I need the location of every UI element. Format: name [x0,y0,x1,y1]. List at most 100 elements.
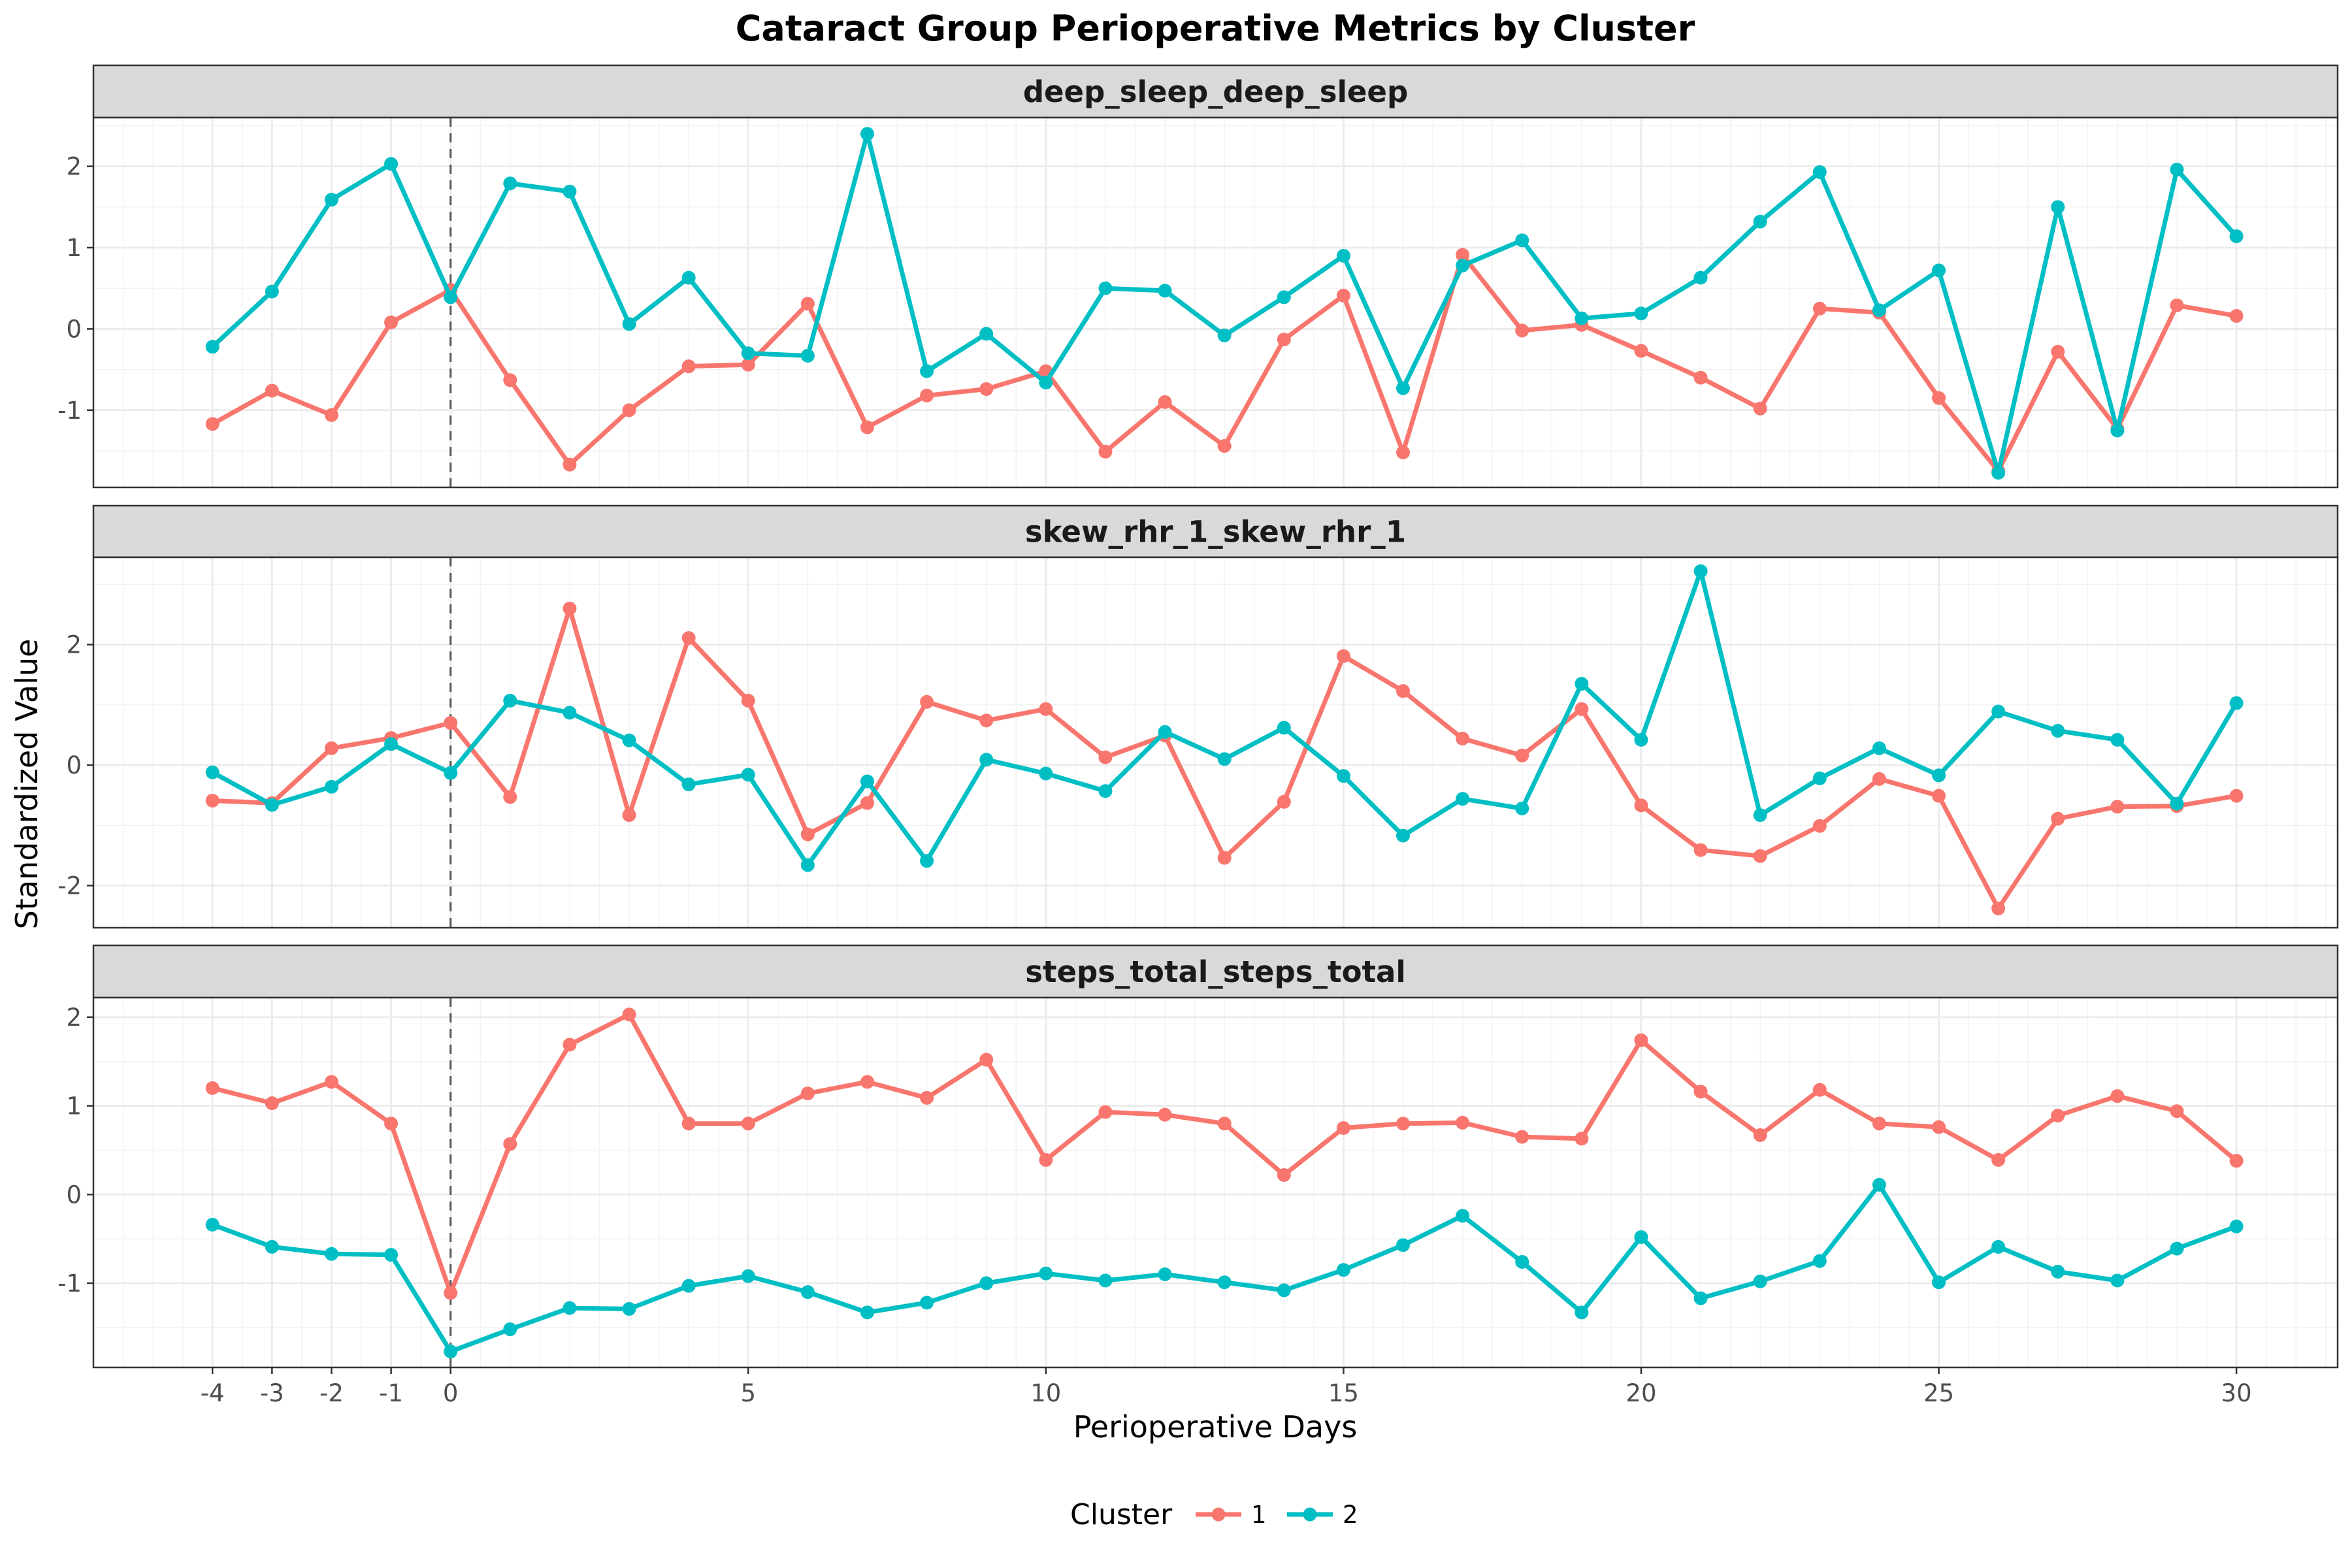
data-point [503,373,517,387]
data-point [444,290,458,304]
y-tick-label: 2 [66,1004,82,1032]
data-point [1277,1168,1291,1182]
data-point [2051,1109,2065,1123]
data-point [1396,828,1411,843]
y-tick-label: 0 [66,315,82,343]
data-point [1515,748,1529,762]
data-point [1932,768,1946,783]
data-point [1098,281,1113,295]
data-point [622,317,636,331]
data-point [1158,395,1172,409]
data-point [1812,819,1827,833]
data-point [1336,248,1350,263]
chart-title: Cataract Group Perioperative Metrics by … [736,8,1695,49]
data-point [563,1037,577,1052]
y-axis: -1 0 1 2 [57,153,93,425]
data-point [2051,811,2065,826]
x-tick-label: 0 [443,1379,459,1407]
facet-strip [92,944,2339,999]
data-point [2229,696,2244,710]
data-point [1396,1238,1411,1252]
data-point [1812,301,1827,316]
data-point [205,340,220,354]
data-point [1693,270,1708,285]
data-point [2110,800,2125,814]
data-point [503,1322,517,1337]
data-point [1575,1305,1589,1320]
data-point [563,706,577,720]
data-point [1277,794,1291,809]
data-point [1456,258,1470,272]
data-point [265,1096,279,1111]
x-tick-label: 15 [1328,1379,1359,1407]
data-point [324,1075,338,1089]
facet-steps_total_steps_total: steps_total_steps_total -1 0 1 2 [57,944,2339,1369]
data-point [1753,401,1767,416]
data-point [979,327,994,341]
data-point [681,270,696,285]
data-point [265,798,279,812]
x-axis-title: Perioperative Days [1073,1409,1358,1445]
data-point [1991,1239,2006,1254]
y-tick-label: 0 [66,1181,82,1209]
data-point [622,1007,636,1022]
data-point [1515,801,1529,815]
data-point [1158,725,1172,739]
data-point [2110,732,2125,747]
data-point [741,693,755,708]
data-point [681,631,696,645]
y-axis: -1 0 1 2 [57,1004,93,1298]
data-point [2051,1264,2065,1279]
data-point [1515,233,1529,248]
data-point [1991,1152,2006,1167]
data-point [920,854,934,868]
data-point [384,737,399,751]
data-point [1039,1152,1053,1167]
facet-deep_sleep_deep_sleep: deep_sleep_deep_sleep -1 0 1 2 [57,64,2339,489]
series-1 [205,1007,2244,1300]
series-2 [205,1177,2244,1359]
data-point [800,827,815,841]
data-point [1634,1033,1648,1047]
data-point [1277,721,1291,735]
data-point [2110,423,2125,438]
data-point [1158,284,1172,298]
data-point [2229,309,2244,323]
panel-border [92,996,2339,1369]
data-point [622,403,636,417]
data-point [1098,1273,1113,1288]
data-point [1336,769,1350,783]
data-point [681,1117,696,1131]
data-point [1277,333,1291,347]
data-point [2170,298,2184,312]
facet-strip [92,64,2339,119]
data-point [1039,1266,1053,1281]
data-point [1098,444,1113,459]
x-tick-label: 30 [2221,1379,2252,1407]
data-point [979,753,994,767]
data-point [1634,732,1648,747]
data-point [1812,1254,1827,1268]
data-point [1634,798,1648,813]
series-2 [205,127,2244,480]
data-point [741,346,755,361]
data-point [681,359,696,374]
data-point [1575,677,1589,691]
data-point [860,1305,874,1320]
data-point [1575,1132,1589,1146]
series-2 [205,564,2244,872]
data-point [1217,439,1232,453]
series-1 [205,601,2244,915]
data-point [563,1301,577,1315]
facet-panels: deep_sleep_deep_sleep-1012skew_rhr_1_ske… [57,64,2339,1369]
data-point [1812,771,1827,785]
data-point [1991,704,2006,719]
data-point [741,357,755,372]
legend-label: 2 [1343,1501,1358,1529]
data-point [920,1296,934,1310]
data-point [800,348,815,363]
data-point [384,315,399,329]
data-point [1515,323,1529,338]
data-point [920,364,934,378]
x-axis: -4 -3 -2 -1 0 5 10 15 20 25 30 [201,1367,2252,1407]
